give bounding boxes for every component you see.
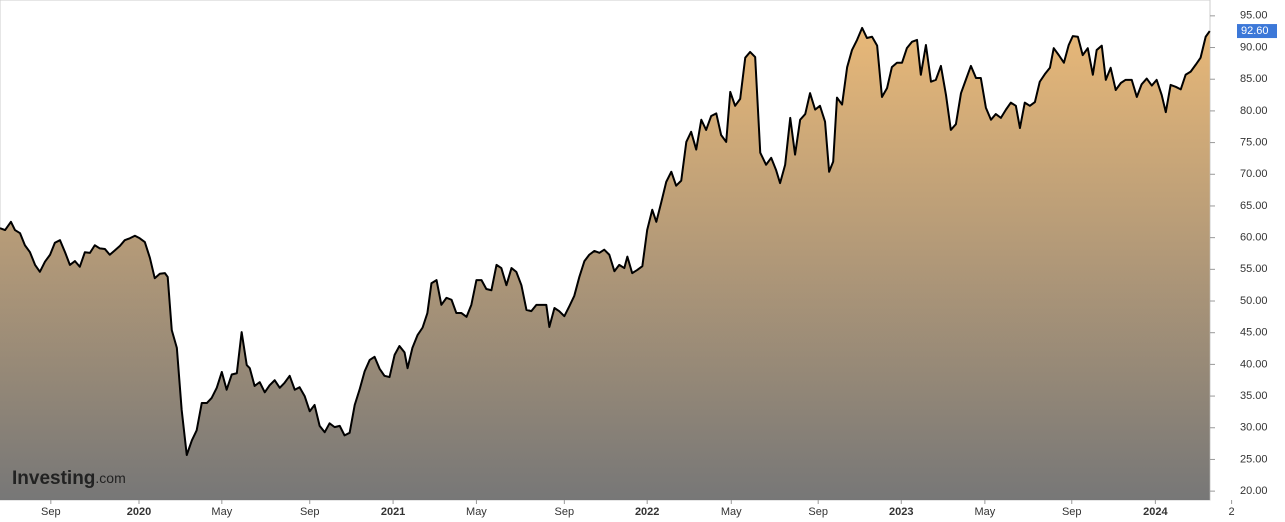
last-price-box — [1237, 24, 1277, 39]
x-tick-label: 2023 — [889, 506, 913, 518]
x-tick-label: Sep — [300, 506, 320, 518]
y-tick-label: 65.00 — [1240, 200, 1268, 212]
x-tick-label: Sep — [555, 506, 575, 518]
x-tick-label: Sep — [808, 506, 828, 518]
y-tick-label: 75.00 — [1240, 136, 1268, 148]
y-tick-label: 95.00 — [1240, 10, 1268, 22]
y-tick-label: 70.00 — [1240, 168, 1268, 180]
watermark-brand: Investing — [12, 468, 95, 489]
price-line — [0, 26, 1211, 457]
y-tick-label: 85.00 — [1240, 73, 1268, 85]
y-tick-label: 80.00 — [1240, 105, 1268, 117]
watermark: Investing.com — [12, 468, 126, 489]
x-tick-label: 2022 — [635, 506, 659, 518]
y-tick-label: 90.00 — [1240, 41, 1268, 53]
last-price-label: 92.60 — [1241, 25, 1269, 37]
last-price-tag: 92.60 — [1237, 24, 1277, 39]
x-tick-label: 2020 — [127, 506, 151, 518]
watermark-suffix: .com — [95, 470, 125, 486]
x-tick-label: May — [974, 506, 995, 518]
y-tick-label: 30.00 — [1240, 422, 1268, 434]
x-tick-label: 2 — [1229, 506, 1235, 518]
area-fill — [0, 27, 1210, 500]
x-tick-label: 2024 — [1143, 506, 1168, 518]
x-tick-label: Sep — [1062, 506, 1082, 518]
y-tick-label: 55.00 — [1240, 263, 1268, 275]
y-tick-label: 40.00 — [1240, 358, 1268, 370]
y-tick-label: 25.00 — [1240, 453, 1268, 465]
y-tick-label: 50.00 — [1240, 295, 1268, 307]
x-tick-label: May — [466, 506, 487, 518]
x-tick-label: May — [721, 506, 742, 518]
x-tick-label: May — [211, 506, 232, 518]
x-tick-label: 2021 — [381, 506, 405, 518]
x-tick-label: Sep — [41, 506, 61, 518]
y-tick-label: 45.00 — [1240, 327, 1268, 339]
y-tick-label: 60.00 — [1240, 232, 1268, 244]
y-tick-label: 20.00 — [1240, 485, 1268, 497]
y-tick-label: 35.00 — [1240, 390, 1268, 402]
